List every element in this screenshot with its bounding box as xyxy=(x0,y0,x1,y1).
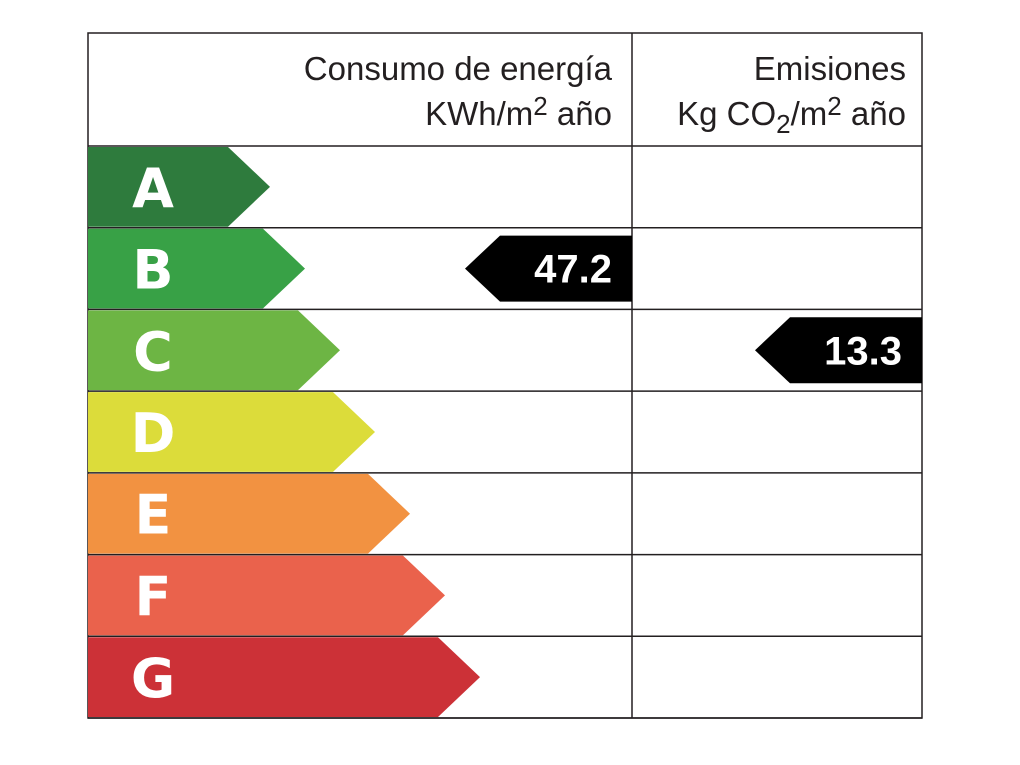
unit-part: año xyxy=(842,95,906,132)
rating-letter: G xyxy=(131,647,175,710)
unit-sup: 2 xyxy=(533,91,547,121)
emissions-title: Emisiones xyxy=(754,50,906,87)
rating-arrow xyxy=(88,392,375,472)
rating-arrow xyxy=(88,473,410,554)
rating-value: 13.3 xyxy=(824,329,902,373)
rating-letter: E xyxy=(135,484,172,547)
rating-arrow xyxy=(88,310,340,391)
rating-arrow xyxy=(88,637,480,717)
unit-sub: 2 xyxy=(776,109,790,139)
rating-letter: A xyxy=(132,157,174,220)
unit-part: KWh/m xyxy=(425,95,533,132)
unit-part: año xyxy=(548,95,612,132)
unit-part: /m xyxy=(791,95,828,132)
rating-arrow xyxy=(88,147,270,227)
rating-letter: B xyxy=(132,239,173,302)
rating-letter: F xyxy=(135,565,172,628)
energy-unit: KWh/m2 año xyxy=(425,91,612,132)
unit-sup: 2 xyxy=(827,91,841,121)
rating-tag xyxy=(465,235,632,302)
energy-title: Consumo de energía xyxy=(304,50,613,87)
emissions-unit: Kg CO2/m2 año xyxy=(677,91,906,139)
rating-arrow xyxy=(88,228,305,309)
rating-arrow xyxy=(88,555,445,636)
unit-part: Kg CO xyxy=(677,95,776,132)
rating-letter: C xyxy=(133,320,173,383)
rating-tag xyxy=(755,317,922,384)
rating-value: 47.2 xyxy=(534,248,612,292)
rating-letter: D xyxy=(131,402,176,465)
